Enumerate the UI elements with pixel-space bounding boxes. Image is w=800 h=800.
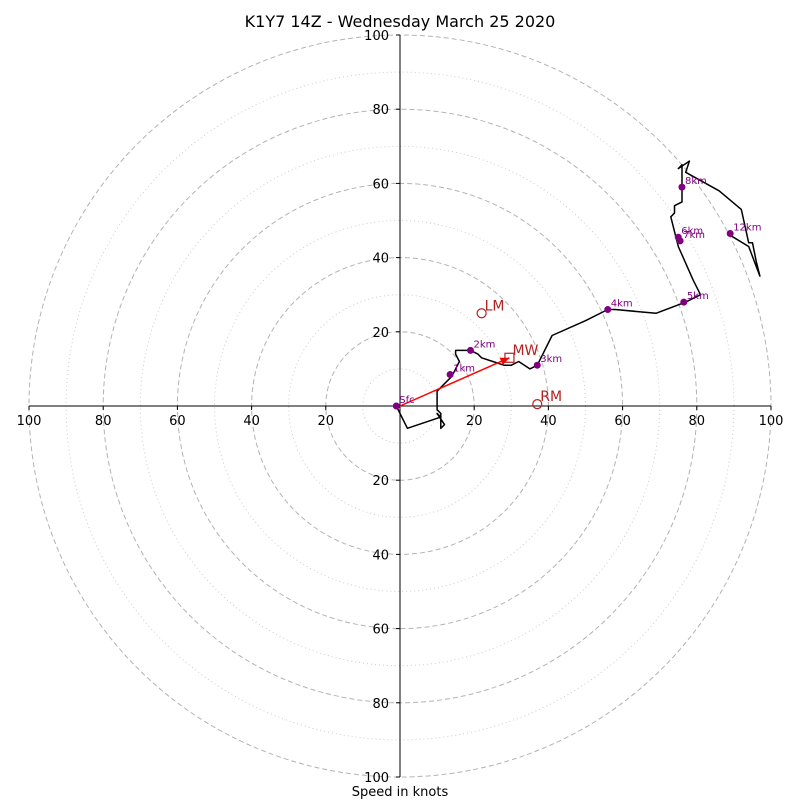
- y-tick-label-lower: 60: [372, 623, 389, 638]
- x-tick-label: 40: [540, 414, 557, 429]
- height-marker-sfc: [392, 402, 400, 410]
- tick-labels: 100 80 60 40 20 20 40 60 80 100 20 40 60 80 100 20 40 60 8…: [17, 29, 784, 786]
- y-tick-label-lower: 20: [372, 474, 389, 489]
- height-marker-8km: [678, 183, 686, 191]
- x-tick-label: 80: [95, 414, 112, 429]
- height-label-1km: 1km: [453, 363, 475, 374]
- height-marker-2km: [466, 346, 474, 354]
- y-tick-label-lower: 100: [364, 771, 389, 786]
- height-label-8km: 8km: [685, 176, 707, 187]
- height-label-2km: 2km: [473, 339, 495, 350]
- height-marker-1km: [446, 370, 454, 378]
- y-tick-label-upper: 80: [372, 103, 389, 118]
- x-tick-label: 80: [689, 414, 706, 429]
- motion-label-lm: LM: [485, 298, 505, 314]
- height-label-7km: 7km: [683, 230, 705, 241]
- motion-marker-mw: [504, 352, 515, 363]
- y-tick-label-upper: 60: [372, 177, 389, 192]
- x-tick-label: 20: [466, 414, 483, 429]
- height-marker-5km: [680, 298, 688, 306]
- height-marker-12km: [726, 229, 734, 237]
- height-marker-7km: [676, 237, 684, 245]
- height-label-4km: 4km: [611, 299, 633, 310]
- x-tick-label: 100: [759, 414, 784, 429]
- x-tick-label: 40: [243, 414, 260, 429]
- height-label-3km: 3km: [540, 354, 562, 365]
- x-tick-label: 60: [614, 414, 631, 429]
- height-label-sfc: Sfc: [399, 395, 414, 406]
- x-tick-label: 100: [17, 414, 42, 429]
- x-tick-label: 20: [318, 414, 335, 429]
- y-tick-label-upper: 100: [364, 29, 389, 44]
- height-label-5km: 5km: [687, 291, 709, 302]
- y-tick-label-upper: 20: [372, 326, 389, 341]
- chart-title: K1Y7 14Z - Wednesday March 25 2020: [245, 12, 556, 31]
- mean-wind-vector: [399, 357, 510, 407]
- motion-label-rm: RM: [540, 389, 562, 405]
- motion-marker-rm: [532, 399, 543, 410]
- height-marker-3km: [533, 361, 541, 369]
- hodograph-trace: [395, 160, 761, 430]
- y-tick-label-lower: 40: [372, 548, 389, 563]
- height-label-12km: 12km: [733, 222, 761, 233]
- height-label-6km: 6km: [681, 226, 703, 237]
- height-marker-4km: [604, 306, 612, 314]
- x-tick-label: 60: [169, 414, 186, 429]
- storm-motions: LM MW RM: [476, 298, 562, 410]
- y-tick-label-upper: 40: [372, 252, 389, 267]
- motion-label-mw: MW: [512, 343, 538, 359]
- motion-marker-lm: [476, 308, 487, 319]
- y-tick-label-lower: 80: [372, 697, 389, 712]
- x-axis-label: Speed in knots: [352, 785, 449, 800]
- wind-trace-line: [395, 160, 761, 430]
